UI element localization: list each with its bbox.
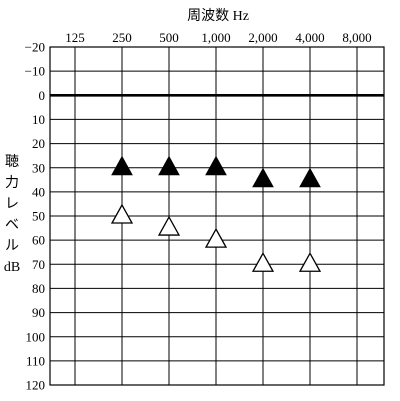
open-triangle-marker [204, 227, 228, 248]
y-tick-label: −20 [25, 40, 45, 55]
filled-triangle-marker [111, 155, 133, 176]
y-tick-label: 30 [32, 160, 45, 175]
y-tick-label: 90 [32, 305, 45, 320]
y-tick-label: 110 [26, 353, 45, 368]
x-tick-label: 250 [112, 30, 132, 45]
y-tick-label: 60 [32, 233, 45, 248]
open-triangle-marker [157, 215, 181, 236]
filled-triangle-marker [299, 167, 321, 188]
y-tick-label: 80 [32, 281, 45, 296]
y-tick-label: 100 [26, 329, 46, 344]
x-axis-title: 周波数 Hz [187, 8, 249, 24]
y-tick-label: −10 [25, 64, 45, 79]
y-tick-label: 40 [32, 184, 45, 199]
open-triangle-marker [110, 203, 134, 224]
plot-border [49, 46, 385, 386]
y-tick-label: 0 [39, 88, 46, 103]
open-triangle-marker [251, 251, 275, 272]
y-tick-label: 10 [32, 112, 45, 127]
filled-triangle-marker [205, 155, 227, 176]
y-axis-title: 聴力レベル dB [3, 155, 21, 275]
y-tick-label: 20 [32, 136, 45, 151]
x-tick-label: 500 [159, 30, 179, 45]
x-tick-label: 1,000 [201, 30, 230, 45]
y-tick-label: 50 [32, 209, 45, 224]
filled-triangle-marker [158, 155, 180, 176]
x-tick-label: 125 [65, 30, 85, 45]
y-tick-label: 120 [26, 378, 46, 393]
x-tick-label: 2,000 [248, 30, 277, 45]
filled-triangle-marker [252, 167, 274, 188]
open-triangle-marker [298, 251, 322, 272]
y-tick-label: 70 [32, 257, 45, 272]
x-tick-label: 8,000 [342, 30, 371, 45]
x-tick-label: 4,000 [295, 30, 324, 45]
